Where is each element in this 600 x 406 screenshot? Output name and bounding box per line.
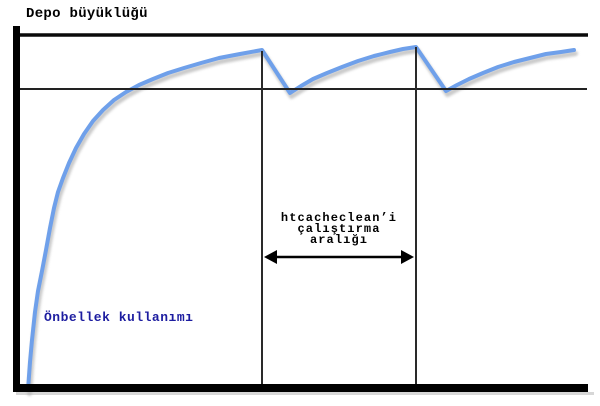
interval-arrow-left-head (264, 250, 277, 264)
cleanup-interval-line1: htcacheclean’i (280, 211, 398, 225)
cleanup-interval-label: htcacheclean’i çalıştırma aralığı (262, 211, 416, 247)
interval-arrow-right-head (401, 250, 414, 264)
x-axis-bar (13, 384, 588, 392)
cleanup-interval-line2: çalıştırma (297, 222, 381, 236)
storage-size-title: Depo büyüklüğü (26, 6, 148, 22)
cache-usage-curve (26, 45, 576, 392)
cleanup-interval-line3: aralığı (309, 233, 369, 247)
cache-usage-label: Önbellek kullanımı (44, 310, 194, 325)
y-axis-bar (13, 26, 20, 392)
x-axis-shadow (16, 392, 594, 395)
curve-shadow (27, 48, 578, 396)
